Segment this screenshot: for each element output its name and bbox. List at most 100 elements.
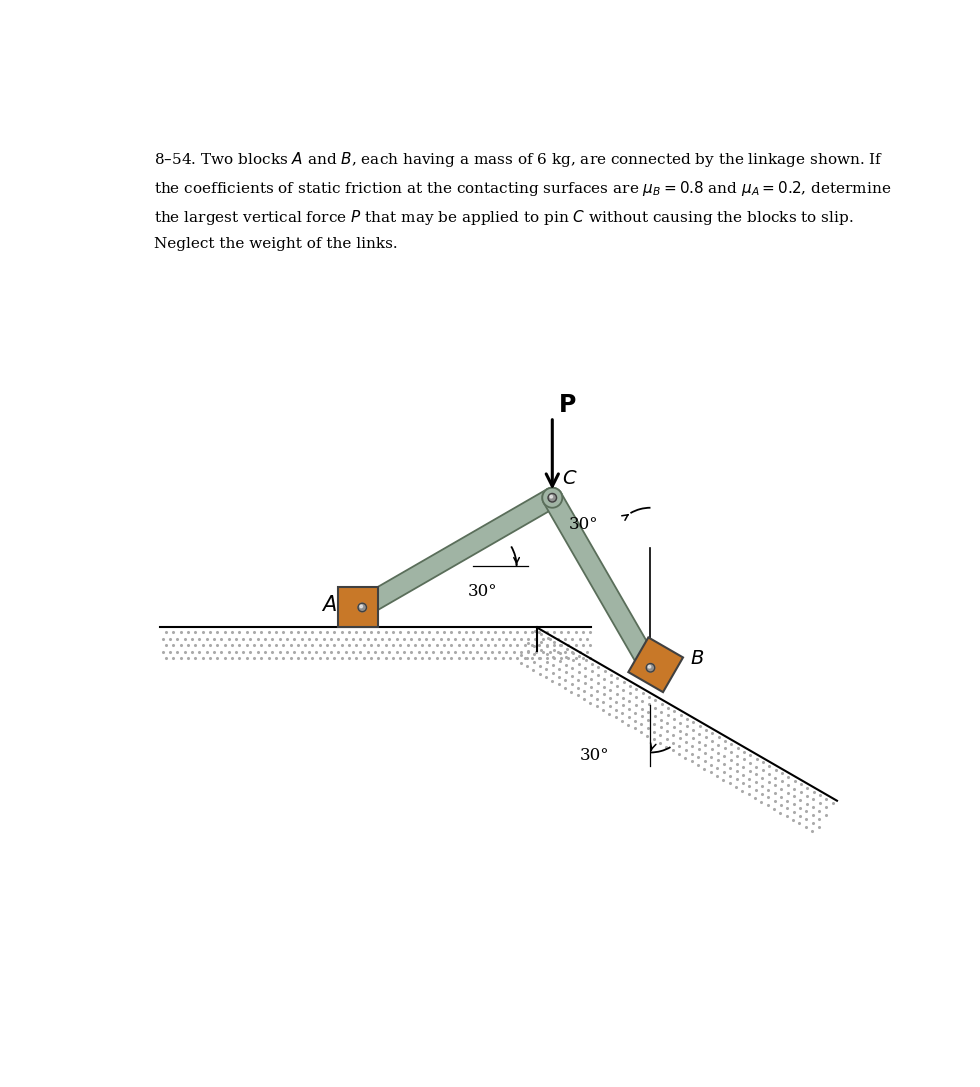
Point [647, 708, 662, 725]
Point [818, 790, 834, 808]
Point [559, 648, 574, 665]
Point [779, 808, 795, 825]
Point [235, 644, 251, 661]
Point [671, 729, 687, 747]
Point [559, 657, 574, 674]
Point [539, 645, 555, 662]
Point [301, 630, 317, 648]
Point [224, 624, 240, 641]
Point [564, 644, 580, 661]
Point [666, 710, 682, 727]
Point [792, 799, 808, 816]
Point [231, 637, 247, 654]
Point [436, 637, 452, 654]
Point [614, 697, 630, 714]
Point [510, 624, 525, 641]
Point [736, 750, 752, 767]
Point [666, 702, 682, 720]
Point [254, 650, 270, 667]
Point [224, 650, 240, 667]
Point [679, 717, 695, 735]
Point [678, 734, 694, 751]
Point [772, 803, 788, 821]
Point [603, 666, 618, 684]
Point [257, 630, 272, 648]
Point [558, 630, 573, 648]
Point [691, 733, 707, 750]
Point [704, 748, 719, 765]
Point [698, 737, 713, 754]
Point [634, 692, 650, 710]
Point [356, 637, 371, 654]
Point [499, 630, 514, 648]
Point [792, 815, 808, 833]
Point [578, 651, 594, 669]
Circle shape [646, 663, 655, 672]
Point [532, 665, 548, 683]
Point [653, 719, 668, 736]
Point [710, 728, 726, 746]
Text: 30°: 30° [580, 747, 610, 764]
Point [798, 819, 813, 836]
Point [767, 777, 783, 795]
Point [665, 726, 681, 744]
Point [546, 633, 562, 650]
Point [275, 624, 291, 641]
Point [671, 746, 687, 763]
Point [590, 666, 606, 684]
Point [462, 630, 477, 648]
Point [774, 765, 790, 783]
Point [275, 650, 291, 667]
Text: $A$: $A$ [321, 596, 337, 615]
Point [799, 811, 814, 828]
Point [235, 630, 251, 648]
Point [602, 698, 617, 715]
Point [552, 669, 567, 686]
Point [312, 650, 327, 667]
Point [459, 650, 474, 667]
Point [502, 637, 517, 654]
Point [172, 624, 188, 641]
Point [678, 741, 694, 759]
Point [692, 717, 708, 735]
Point [603, 674, 618, 691]
Point [647, 699, 662, 716]
Point [180, 637, 196, 654]
Point [722, 775, 738, 792]
Point [620, 716, 636, 734]
Point [290, 650, 306, 667]
Point [793, 791, 808, 809]
Point [532, 658, 548, 675]
Point [261, 650, 276, 667]
Point [404, 630, 419, 648]
Point [415, 650, 430, 667]
Point [742, 754, 758, 772]
Point [334, 637, 350, 654]
Point [172, 650, 188, 667]
Point [691, 749, 707, 766]
Point [451, 624, 466, 641]
Point [595, 701, 611, 719]
Point [487, 650, 503, 667]
Point [577, 675, 593, 692]
Point [480, 624, 496, 641]
Point [539, 653, 555, 671]
Point [716, 748, 732, 765]
Point [742, 762, 758, 779]
Point [552, 660, 567, 677]
Point [246, 637, 262, 654]
Circle shape [352, 598, 372, 617]
Point [812, 787, 828, 804]
Point [660, 707, 675, 724]
Point [539, 661, 555, 678]
Point [459, 624, 474, 641]
Point [396, 630, 412, 648]
Point [469, 644, 485, 661]
Text: $\mathbf{P}$: $\mathbf{P}$ [559, 392, 577, 417]
Point [780, 776, 796, 794]
Point [265, 630, 280, 648]
Point [786, 779, 802, 797]
Point [195, 650, 211, 667]
Point [455, 644, 470, 661]
Point [569, 687, 585, 704]
